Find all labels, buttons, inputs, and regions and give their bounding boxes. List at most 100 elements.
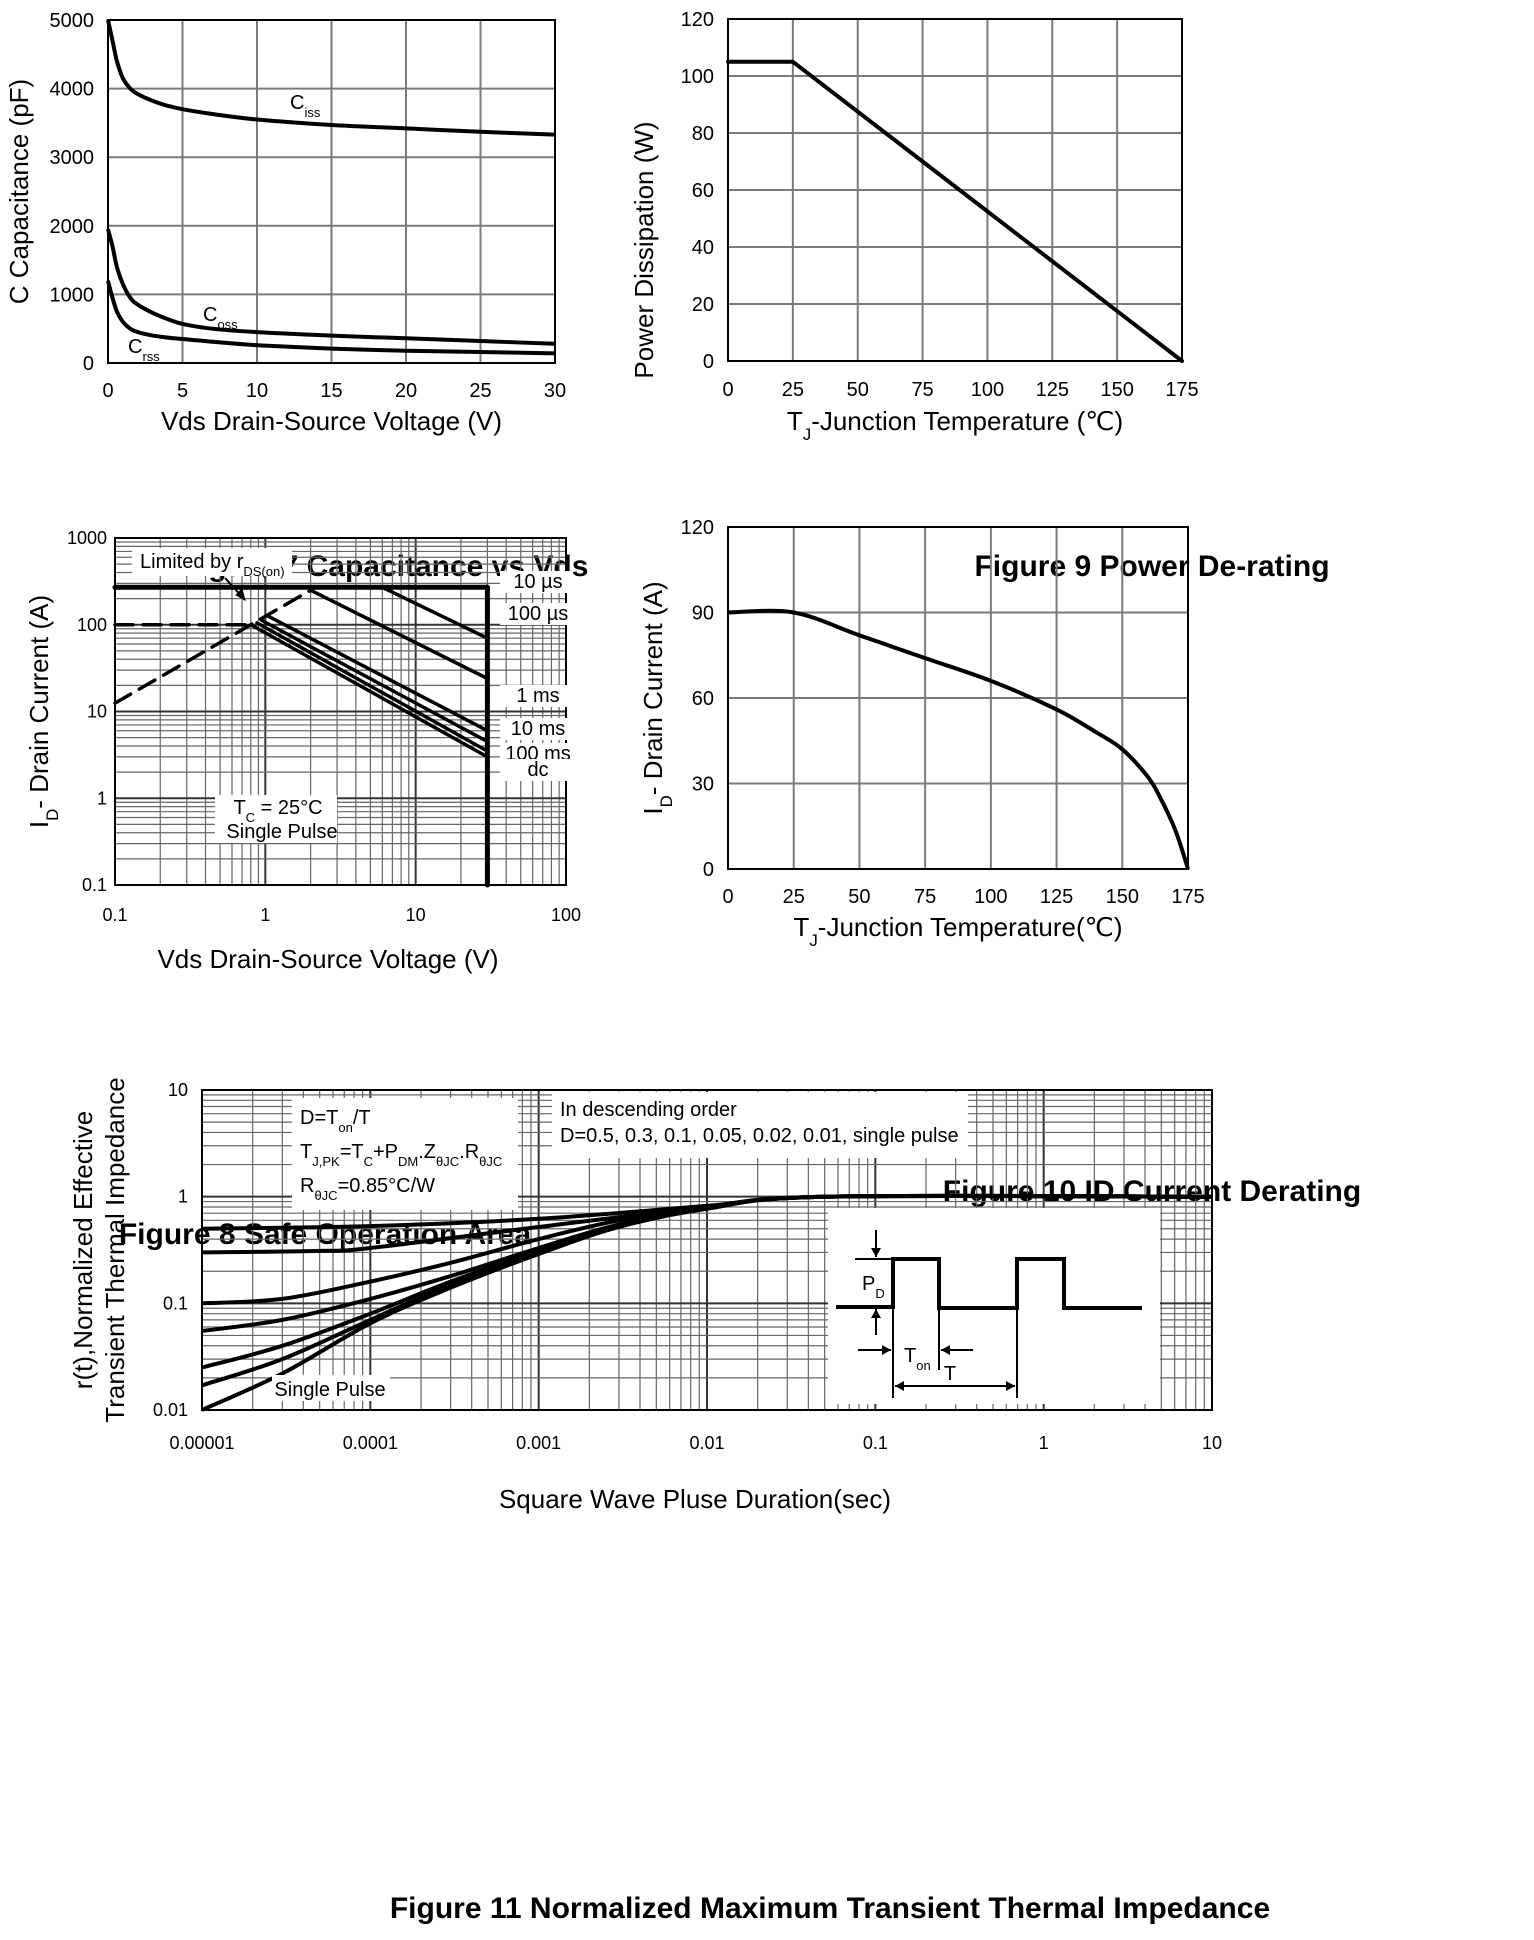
fig11-legend-bg (292, 1098, 518, 1210)
fig7-x-axis-label: Vds Drain-Source Voltage (V) (161, 406, 502, 436)
fig8-10us-label-bg (500, 571, 570, 593)
fig7-coss-line (106, 228, 556, 346)
fig9-x-tick: 125 (1036, 379, 1069, 401)
fig10-x-axis-label: TJ-Junction Temperature(℃) (793, 912, 1122, 950)
fig11-t-arrowhead-right (1006, 1381, 1015, 1391)
fig7-y-tick: 0 (83, 353, 94, 375)
fig8-plot-frame (114, 537, 567, 886)
fig11-ton-arrowhead-left (882, 1345, 891, 1355)
fig10-plot-group: 0 25 50 75 100 125 150 175 0 30 60 90 120 TJ-Junction… (638, 517, 1205, 950)
fig11-ton-label: Ton (904, 1345, 931, 1373)
fig9-x-axis-label-part-0: T (787, 406, 803, 436)
fig11-y-tick: 0.1 (163, 1293, 188, 1313)
fig10-current-line (727, 608, 1190, 870)
fig8-10us-line (380, 585, 490, 640)
fig7-iss-label: Ciss (290, 92, 321, 120)
fig11-t-label: T (944, 1363, 956, 1385)
fig8-dc-label: dc (527, 759, 548, 781)
fig7-x-tick: 30 (544, 380, 566, 402)
fig9-y-tick: 120 (681, 9, 714, 31)
fig10-y-axis-label-part-1: D (657, 795, 676, 807)
fig11-y-axis-label-2: Transient Thermal Impedance (100, 1077, 130, 1422)
fig9-x-tick: 100 (971, 379, 1004, 401)
fig11-tj-formula-part-2: =T (340, 1141, 364, 1163)
fig11-tj-formula-part-0: T (300, 1141, 312, 1163)
fig10-x-tick: 75 (914, 886, 936, 908)
fig11-x-tick: 1 (1039, 1433, 1049, 1453)
fig11-rthjc-label-part-0: R (300, 1175, 314, 1197)
fig11-plot-group: 0.00001 0.0001 0.001 0.01 0.1 1 10 0.01 0.1 1 10 Sq… (68, 1077, 1222, 1514)
fig10-x-axis-label-part-1: J (809, 931, 817, 950)
fig8-y-tick: 100 (77, 615, 107, 635)
fig8-x-tick: 100 (551, 905, 581, 925)
fig11-tj-formula-part-5: DM (398, 1154, 418, 1169)
fig8-single-pulse-label: Single Pulse (226, 821, 337, 843)
fig8-100us-label-bg (500, 603, 570, 625)
fig11-x-tick: 0.001 (516, 1433, 561, 1453)
fig10-y-axis-label-part-2: - Drain Current (A) (638, 581, 668, 795)
fig9-plot-frame (727, 18, 1183, 362)
fig8-y-tick: 0.1 (82, 875, 107, 895)
fig11-tj-formula-part-4: +P (373, 1141, 398, 1163)
fig10-x-axis-label-part-2: -Junction Temperature(℃) (818, 912, 1123, 942)
fig11-x-tick: 0.01 (689, 1433, 724, 1453)
fig8-y-tick: 1000 (67, 528, 107, 548)
fig11-rthjc-label: RθJC=0.85°C/W (300, 1175, 435, 1203)
fig9-x-axis-label: TJ-Junction Temperature (℃) (787, 406, 1123, 444)
fig11-ton-arrowhead-right (941, 1345, 950, 1355)
fig11-tj-formula-part-3: C (364, 1154, 373, 1169)
fig7-x-tick: 25 (469, 380, 491, 402)
fig10-y-axis-label-part-0: I (638, 807, 668, 814)
fig10-x-tick: 50 (848, 886, 870, 908)
fig11-single-pulse-label: Single Pulse (274, 1379, 385, 1401)
fig8-1ms-label-bg (500, 685, 570, 707)
fig11-pd-label-part-1: D (875, 1286, 884, 1301)
fig11-duty-formula-part-1: on (338, 1120, 352, 1135)
fig11-tj-formula-part-8: .R (459, 1141, 479, 1163)
fig8-100ms-line (255, 621, 490, 753)
fig11-pd-label-part-0: P (862, 1273, 875, 1295)
fig7-y-tick: 4000 (50, 79, 95, 101)
fig9-y-tick: 80 (692, 123, 714, 145)
figure-9-caption: Figure 9 Power De-rating (974, 550, 1330, 583)
fig7-x-tick: 15 (320, 380, 342, 402)
fig8-y-axis-label-part-0: I (24, 821, 54, 828)
fig7-y-axis-label: C Capacitance (pF) (4, 79, 34, 304)
fig8-limited-label-part-0: Limited by r (140, 551, 244, 573)
fig11-tj-formula: TJ,PK=TC+PDM.ZθJC.RθJC (300, 1141, 502, 1169)
fig8-100us-label: 100 µs (508, 603, 568, 625)
fig11-tj-formula-part-6: .Z (418, 1141, 436, 1163)
fig8-plot-group: 0.1 1 10 100 0.1 1 10 100 1000 Vds Drain-Source V… (24, 528, 581, 974)
fig8-y-axis-label: ID- Drain Current (A) (24, 595, 62, 828)
fig11-x-axis-label: Square Wave Pluse Duration(sec) (499, 1484, 891, 1514)
fig8-tc-label: TC = 25°C (233, 797, 322, 825)
fig11-ton-label-part-1: on (916, 1358, 930, 1373)
fig8-rdson-limit-line (113, 588, 313, 705)
fig11-rthjc-label-part-2: =0.85°C/W (338, 1175, 436, 1197)
fig11-pd-arrowhead-top (871, 1248, 881, 1257)
fig7-iss-label-part-0: C (290, 92, 304, 114)
fig7-rss-label-part-0: C (128, 336, 142, 358)
figure-11-thermal-impedance: 0.00001 0.0001 0.001 0.01 0.1 1 10 0.01 0.1 1 10 Sq… (0, 1077, 1534, 1940)
fig11-y-tick: 1 (178, 1187, 188, 1207)
figure-11-plot: 0.00001 0.0001 0.001 0.01 0.1 1 10 0.01 0.1 1 10 Sq… (68, 1077, 1222, 1514)
fig11-order-line1: In descending order (560, 1099, 737, 1121)
fig11-y-tick: 0.01 (153, 1400, 188, 1420)
figure-11-caption: Figure 11 Normalized Maximum Transient T… (389, 1892, 1271, 1925)
fig8-limited-arrowhead (235, 588, 246, 602)
fig8-tc-label-part-0: T (233, 797, 245, 819)
fig8-limited-label-part-1: DS(on) (243, 564, 284, 579)
fig8-1ms-line (266, 614, 490, 733)
fig10-y-tick: 120 (681, 517, 714, 539)
figure-9-power-derating: 0 25 50 75 100 125 150 175 0 20 40 60 80 100 120 TJ-Jun… (629, 0, 1534, 600)
fig11-tj-formula-part-7: θJC (436, 1154, 459, 1169)
fig10-x-tick: 25 (783, 886, 805, 908)
fig11-pd-arrowhead-bottom (871, 1309, 881, 1318)
fig9-x-tick: 175 (1165, 379, 1198, 401)
fig11-order-line2: D=0.5, 0.3, 0.1, 0.05, 0.02, 0.01, singl… (560, 1125, 959, 1147)
fig11-rthjc-label-part-1: θJC (314, 1188, 337, 1203)
fig7-y-tick: 5000 (50, 10, 95, 32)
fig8-100us-line (308, 588, 490, 681)
fig8-y-axis-label-part-2: - Drain Current (A) (24, 595, 54, 809)
fig8-y-axis-label-part-1: D (43, 809, 62, 821)
